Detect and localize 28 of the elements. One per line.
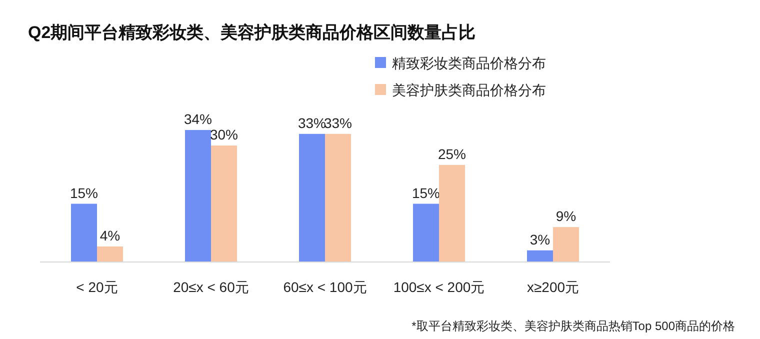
data-label: 34%: [184, 111, 212, 127]
data-label: 9%: [556, 208, 576, 224]
x-tick-label: 60≤x < 100元: [283, 279, 367, 295]
legend-label: 美容护肤类商品价格分布: [392, 82, 546, 98]
bar: [211, 146, 237, 262]
text: *取平台精致彩妆类、美容护肤类商品热销Top 500商品的价格: [412, 319, 735, 333]
data-label: 3%: [530, 231, 550, 248]
bar: [97, 246, 123, 262]
x-tick-label: < 20元: [76, 279, 118, 295]
data-label: 15%: [70, 184, 98, 201]
legend-label: 精致彩妆类商品价格分布: [392, 55, 546, 71]
x-tick-label: 100≤x < 200元: [393, 279, 485, 295]
bar: [413, 204, 439, 262]
data-label: 33%: [324, 114, 352, 131]
bar: [439, 164, 465, 262]
bar: [527, 250, 553, 262]
data-label: 33%: [298, 114, 326, 131]
bar: [299, 134, 325, 262]
x-tick-label: x≥200元: [526, 279, 580, 295]
bar: [325, 134, 351, 262]
data-label: 4%: [100, 227, 120, 244]
bar: [553, 227, 579, 262]
bar: [71, 204, 97, 262]
chart-title: Q2期间平台精致彩妆类、美容护肤类商品价格区间数量占比: [28, 23, 476, 42]
bar: [185, 130, 211, 262]
x-tick-label: 20≤x < 60元: [173, 279, 249, 295]
data-label: 15%: [412, 184, 440, 201]
data-label: 25%: [438, 146, 466, 162]
